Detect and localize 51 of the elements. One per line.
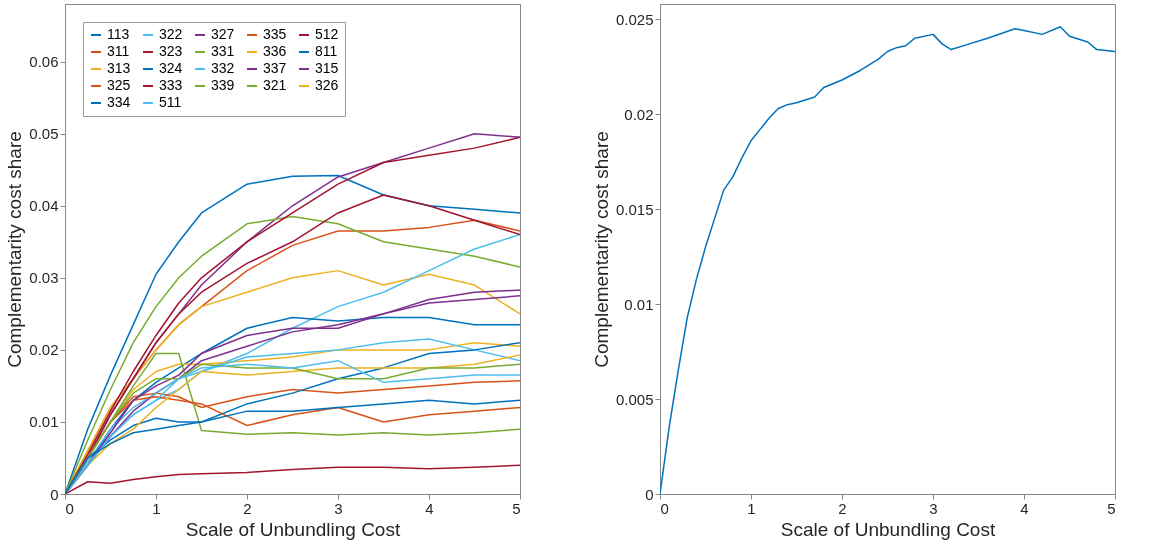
x-axis-title: Scale of Unbundling Cost <box>780 518 996 540</box>
x-tick-label: 2 <box>838 499 847 517</box>
y-tick-label: 0.025 <box>615 10 654 28</box>
y-tick-label: 0.02 <box>29 341 59 359</box>
y-tick-label: 0.04 <box>29 197 59 215</box>
legend-label: 336 <box>263 43 287 59</box>
legend-label: 326 <box>315 77 339 93</box>
y-tick-label: 0.05 <box>29 125 59 143</box>
legend-label: 331 <box>211 43 235 59</box>
legend-label: 334 <box>107 94 131 110</box>
legend-label: 811 <box>315 43 338 59</box>
x-tick-label: 5 <box>512 499 521 517</box>
legend-label: 322 <box>159 26 183 42</box>
y-tick-label: 0.03 <box>29 269 59 287</box>
x-tick-label: 3 <box>929 499 938 517</box>
legend-label: 321 <box>263 77 287 93</box>
legend-label: 512 <box>315 26 339 42</box>
legend-label: 333 <box>159 77 183 93</box>
x-tick-label: 4 <box>1020 499 1029 517</box>
y-tick-label: 0 <box>50 485 59 503</box>
legend-label: 315 <box>315 60 339 76</box>
y-axis-title: Complementarity cost share <box>4 131 26 368</box>
y-tick-label: 0.005 <box>615 390 654 408</box>
y-axis-title: Complementarity cost share <box>590 131 612 368</box>
x-tick-label: 5 <box>1107 499 1116 517</box>
legend-label: 339 <box>211 77 235 93</box>
legend-label: 327 <box>211 26 235 42</box>
x-tick-label: 0 <box>660 499 669 517</box>
y-tick-label: 0.02 <box>624 105 654 123</box>
legend-label: 332 <box>211 60 235 76</box>
legend-label: 511 <box>159 94 182 110</box>
x-axis-title: Scale of Unbundling Cost <box>185 518 401 540</box>
legend-label: 325 <box>107 77 131 93</box>
legend-label: 337 <box>263 60 287 76</box>
x-tick-label: 0 <box>65 499 74 517</box>
y-tick-label: 0.01 <box>29 413 59 431</box>
x-tick-label: 4 <box>425 499 434 517</box>
y-tick-label: 0.015 <box>615 200 654 218</box>
legend-label: 113 <box>107 26 130 42</box>
y-tick-label: 0.01 <box>624 295 654 313</box>
legend-label: 335 <box>263 26 287 42</box>
y-tick-label: 0 <box>645 485 654 503</box>
x-tick-label: 3 <box>334 499 343 517</box>
x-tick-label: 1 <box>152 499 161 517</box>
x-tick-label: 1 <box>747 499 756 517</box>
legend-label: 324 <box>159 60 183 76</box>
y-tick-label: 0.06 <box>29 53 59 71</box>
legend-label: 311 <box>107 43 130 59</box>
legend-label: 313 <box>107 60 131 76</box>
legend-label: 323 <box>159 43 183 59</box>
x-tick-label: 2 <box>243 499 252 517</box>
